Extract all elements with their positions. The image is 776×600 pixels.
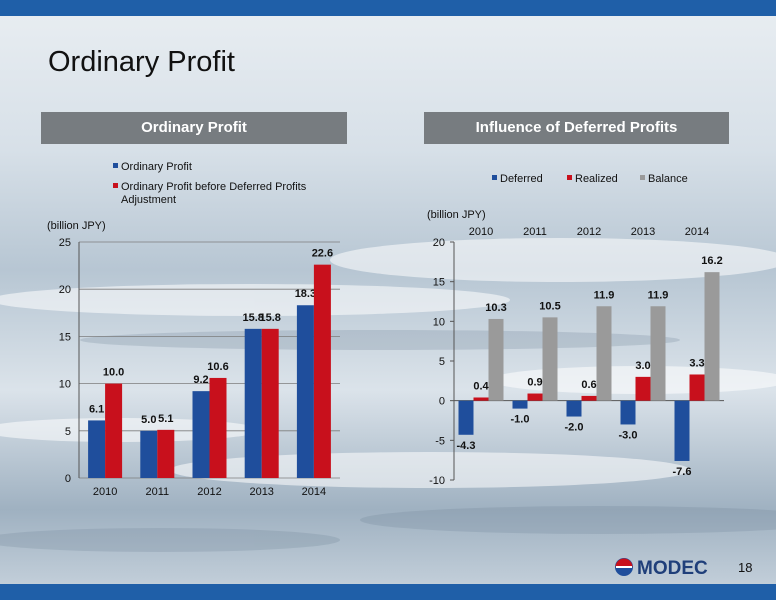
data-label: -1.0 — [511, 414, 530, 426]
x-tick-label: 2012 — [577, 226, 601, 238]
x-tick-label: 2013 — [249, 486, 273, 498]
legend-swatch — [492, 175, 497, 180]
data-label: 18.3 — [295, 288, 316, 300]
bar — [620, 400, 636, 425]
x-tick-label: 2010 — [93, 486, 117, 498]
bar — [581, 395, 597, 401]
y-tick-label: -5 — [435, 435, 445, 447]
legend-swatch — [113, 183, 118, 188]
x-tick-label: 2012 — [197, 486, 221, 498]
bar — [674, 400, 690, 461]
data-label: 10.3 — [485, 302, 506, 314]
data-label: 5.0 — [141, 414, 156, 426]
y-tick-label: 20 — [59, 284, 71, 296]
bar — [650, 306, 666, 401]
data-label: 5.1 — [158, 413, 173, 425]
data-label: 3.3 — [689, 357, 704, 369]
x-tick-label: 2011 — [145, 486, 169, 498]
left-panel-header: Ordinary Profit — [41, 112, 347, 144]
bar — [244, 328, 262, 478]
data-label: 15.8 — [259, 312, 280, 324]
bar — [313, 264, 331, 478]
bar — [157, 429, 175, 478]
bar — [689, 374, 705, 401]
bar — [512, 400, 528, 409]
unit-label: (billion JPY) — [47, 220, 106, 232]
bar — [542, 317, 558, 401]
data-label: 6.1 — [89, 403, 104, 415]
y-tick-label: 5 — [439, 356, 445, 368]
bar — [209, 377, 227, 478]
bar — [596, 306, 612, 401]
y-tick-label: 0 — [439, 396, 445, 408]
logo-text: MODEC — [637, 558, 708, 578]
page-number: 18 — [738, 560, 753, 575]
legend-label: Ordinary Profit — [121, 161, 192, 173]
x-tick-label: 2010 — [469, 226, 493, 238]
data-label: 10.6 — [207, 361, 228, 373]
legend-label: Ordinary Profit before Deferred Profits A… — [121, 181, 307, 206]
bar — [527, 393, 543, 401]
unit-label: (billion JPY) — [427, 209, 486, 221]
slide-title: Ordinary Profit — [48, 46, 235, 78]
data-label: 11.9 — [648, 289, 669, 301]
x-tick-label: 2014 — [302, 486, 326, 498]
bottom-band — [0, 584, 776, 600]
x-tick-label: 2013 — [631, 226, 655, 238]
y-tick-label: 15 — [433, 277, 445, 289]
data-label: -3.0 — [619, 429, 638, 441]
data-label: 16.2 — [701, 255, 722, 267]
data-label: 11.9 — [594, 289, 615, 301]
y-tick-label: 15 — [59, 331, 71, 343]
bar — [488, 318, 504, 401]
data-label: 0.4 — [473, 380, 489, 392]
legend-label: Realized — [575, 173, 618, 185]
bar — [635, 376, 651, 401]
y-tick-label: 10 — [59, 379, 71, 391]
bar — [458, 400, 474, 435]
data-label: 9.2 — [193, 374, 208, 386]
data-label: 15.8 — [242, 312, 263, 324]
y-tick-label: -10 — [429, 475, 445, 487]
data-label: 10.5 — [539, 300, 560, 312]
bar — [192, 391, 210, 478]
legend-label: Balance — [648, 173, 688, 185]
bar — [473, 397, 489, 401]
legend-swatch — [640, 175, 645, 180]
legend-label: Deferred — [500, 173, 543, 185]
data-label: 3.0 — [635, 360, 650, 372]
right-panel-header: Influence of Deferred Profits — [424, 112, 729, 144]
bar — [88, 420, 106, 478]
legend-swatch — [113, 163, 118, 168]
data-label: 0.6 — [581, 379, 596, 391]
bar — [704, 272, 720, 401]
y-tick-label: 25 — [59, 237, 71, 249]
bar — [140, 430, 158, 478]
y-tick-label: 0 — [65, 473, 71, 485]
data-label: 22.6 — [312, 248, 333, 260]
y-tick-label: 20 — [433, 237, 445, 249]
modec-logo: MODEC — [615, 558, 708, 578]
bar — [261, 328, 279, 478]
data-label: 0.9 — [527, 377, 542, 389]
top-band — [0, 0, 776, 16]
bar — [566, 400, 582, 417]
legend-swatch — [567, 175, 572, 180]
data-label: 10.0 — [103, 367, 124, 379]
y-tick-label: 10 — [433, 316, 445, 328]
bar — [105, 383, 123, 478]
bar — [296, 305, 314, 478]
x-tick-label: 2011 — [523, 226, 547, 238]
ordinary-profit-chart: Ordinary Profit Ordinary Profit before De… — [47, 161, 340, 498]
y-tick-label: 5 — [65, 426, 71, 438]
data-label: -2.0 — [565, 422, 584, 434]
data-label: -4.3 — [457, 440, 476, 452]
deferred-profits-chart: Deferred Realized Balance (billion JPY) -10 -… — [427, 173, 724, 487]
data-label: -7.6 — [673, 466, 692, 478]
x-tick-label: 2014 — [685, 226, 709, 238]
